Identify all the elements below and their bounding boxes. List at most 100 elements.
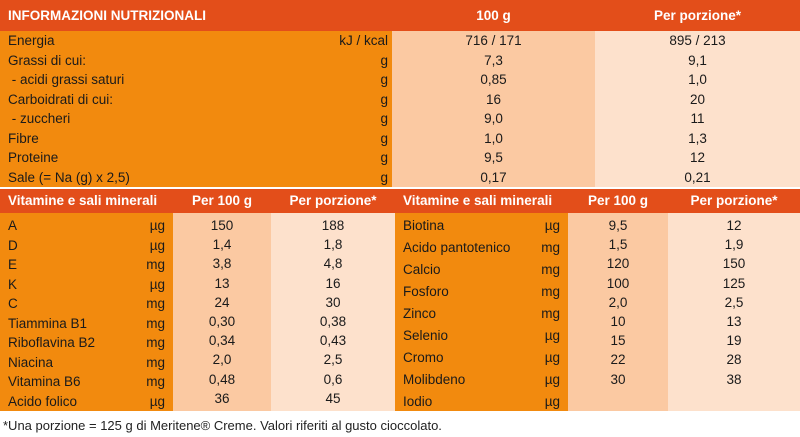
nutrient-unit: g [380,91,388,107]
nutrient-label: Iodio [403,393,433,409]
nutrient-label: Fibre [8,130,39,146]
nutrient-cell: Biotina µg [395,216,568,235]
nutrient-cell: Zinco mg [395,304,568,323]
value-per-100g: 2,0 [608,294,628,310]
nutrient-unit: mg [146,296,165,312]
value-per-portion: 895 / 213 [595,31,800,51]
nutrient-label: Molibdeno [403,371,466,387]
nutrient-label: - zuccheri [8,111,71,126]
nutrient-unit: mg [541,239,560,255]
value-per-portion: 11 [595,109,800,129]
value-per-100g: 9,5 [608,218,628,233]
nutrient-label: C [8,296,18,312]
nutrient-label: Selenio [403,327,449,343]
value-per-100g: 120 [606,256,630,272]
header-name: Vitamine e sali minerali [8,193,158,208]
value-per-100g: 30 [610,371,626,387]
nutrient-label: Riboflavina B2 [8,335,96,351]
vitamins-left-header: Vitamine e sali minerali Per 100 g Per p… [0,189,395,213]
table-row: Fibre g 1,0 1,3 [0,128,800,148]
nutrient-cell: Selenio µg [395,326,568,345]
nutrient-label: Niacina [8,354,54,370]
value-per-portion: 1,8 [323,237,343,253]
value-per-100g: 13 [214,275,230,291]
value-per-100g: 15 [610,333,626,349]
nutrient-unit: µg [544,393,560,409]
nutrient-unit: g [380,169,388,185]
nutrient-unit: µg [544,349,560,365]
nutrient-unit: mg [541,283,560,299]
nutrient-unit: mg [146,335,165,351]
per-portion-column: 188 1,8 4,8 16 30 0,38 0,43 2,5 0,6 45 [271,213,395,411]
value-per-portion: 0,6 [323,371,343,387]
nutrient-unit: µg [149,218,165,233]
header-per-portion: Per porzione* [289,193,377,208]
value-per-portion: 2,5 [724,294,744,310]
value-per-100g: 0,48 [208,371,236,387]
per-100g-column: 9,5 1,5 120 100 2,0 10 15 22 30 [568,213,668,411]
value-per-100g: 10 [610,313,626,329]
nutrient-unit: mg [146,374,165,390]
nutrient-cell: Fosforo mg [395,282,568,301]
nutrient-cell: Acido folico µg [0,392,173,411]
nutrient-cell: Energia kJ / kcal [0,31,392,51]
footnote: *Una porzione = 125 g di Meritene® Creme… [3,418,442,433]
header-per-100g: Per 100 g [587,193,649,208]
nutrition-table: INFORMAZIONI NUTRIZIONALI 100 g Per porz… [0,0,800,187]
value-per-portion: 0,43 [319,333,347,349]
value-per-portion: 150 [722,256,746,272]
nutrient-cell: - zuccheri g [0,109,392,129]
vitamins-right-header: Vitamine e sali minerali Per 100 g Per p… [395,189,800,213]
value-per-100g: 9,5 [392,148,595,168]
table-row: Sale (= Na (g) x 2,5) g 0,17 0,21 [0,167,800,187]
table-row: - zuccheri g 9,0 11 [0,109,800,129]
header-per-100g: Per 100 g [191,193,253,208]
value-per-portion: 1,3 [595,128,800,148]
nutrient-cell: Acido pantotenico mg [395,238,568,257]
nutrient-unit: mg [541,305,560,321]
nutrient-unit: µg [149,393,165,409]
value-per-portion: 0,38 [319,313,347,329]
value-per-100g: 36 [214,390,230,406]
nutrient-label: Calcio [403,261,441,277]
nutrient-cell: Iodio µg [395,392,568,411]
value-per-portion: 1,0 [595,70,800,90]
value-per-portion: 38 [726,371,742,387]
header-per-portion: Per porzione* [690,193,778,208]
nutrient-label: Acido pantotenico [403,239,511,255]
nutrient-unit: g [380,52,388,68]
nutrition-table-body: Energia kJ / kcal 716 / 171 895 / 213 Grassi… [0,31,800,187]
nutrient-unit: mg [541,261,560,277]
value-per-portion: 0,21 [595,167,800,187]
nutrition-table-header: INFORMAZIONI NUTRIZIONALI 100 g Per porz… [0,0,800,31]
nutrient-unit: µg [149,276,165,292]
nutrient-unit: µg [544,218,560,233]
value-per-100g: 0,17 [392,167,595,187]
header-per-100g: 100 g [392,0,595,31]
name-column: Biotina µg Acido pantotenico mg Calcio mg Fosf… [395,213,568,411]
nutrient-unit: mg [146,257,165,273]
nutrient-unit: mg [146,315,165,331]
table-row: Carboidrati di cui: g 16 20 [0,89,800,109]
value-per-100g: 0,34 [208,333,236,349]
value-per-portion: 2,5 [323,352,343,368]
nutrient-unit: g [380,72,388,87]
table-row: Grassi di cui: g 7,3 9,1 [0,50,800,70]
nutrient-label: D [8,237,18,253]
nutrient-cell: Proteine g [0,148,392,168]
value-per-portion: 12 [726,218,742,233]
value-per-portion: 30 [325,294,341,310]
value-per-portion: 19 [726,333,742,349]
nutrient-cell: Cromo µg [395,348,568,367]
nutrient-label: Grassi di cui: [8,52,87,68]
table-row: - acidi grassi saturi g 0,85 1,0 [0,70,800,90]
header-per-portion: Per porzione* [595,0,800,31]
nutrient-cell: Vitamina B6 mg [0,372,173,391]
value-per-100g: 9,0 [392,109,595,129]
table-row: Proteine g 9,5 12 [0,148,800,168]
